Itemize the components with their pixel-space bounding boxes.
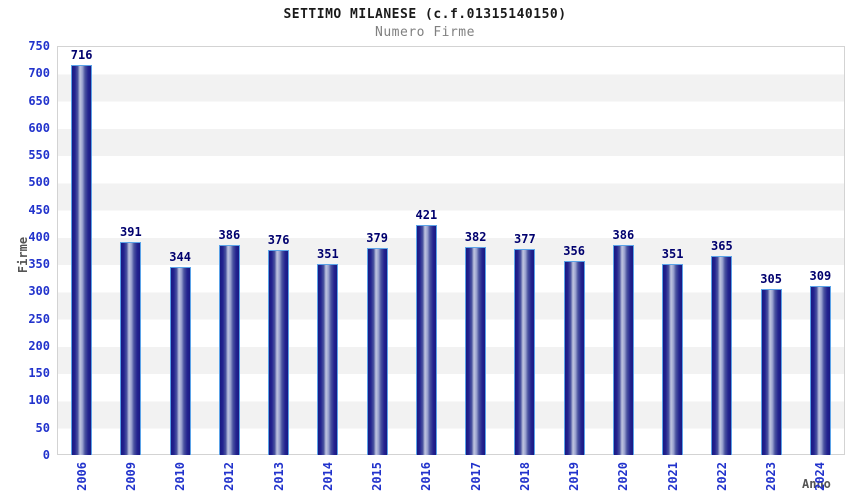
bar-value-label: 382 bbox=[464, 230, 487, 244]
bar bbox=[564, 261, 585, 455]
x-tick-label: 2006 bbox=[74, 462, 89, 491]
x-axis-title: Anno bbox=[802, 477, 831, 491]
bar-value-label: 391 bbox=[120, 225, 142, 239]
bar bbox=[120, 242, 141, 455]
bar-value-label: 386 bbox=[612, 228, 635, 242]
bar-value-label: 309 bbox=[809, 269, 832, 283]
y-tick-label: 700 bbox=[28, 66, 50, 81]
x-tick-label: 2022 bbox=[714, 462, 729, 491]
bar bbox=[416, 225, 437, 455]
bar bbox=[219, 245, 240, 455]
bar-value-label: 716 bbox=[70, 48, 93, 62]
bar bbox=[268, 250, 289, 455]
bar-value-label: 305 bbox=[760, 272, 782, 286]
bar-value-label: 356 bbox=[563, 244, 585, 258]
x-tick-label: 2009 bbox=[123, 462, 138, 491]
bar-value-label: 377 bbox=[514, 232, 536, 246]
y-tick-label: 350 bbox=[28, 257, 50, 272]
bar-value-label: 365 bbox=[711, 239, 733, 253]
bar-value-label: 386 bbox=[218, 228, 241, 242]
x-tick-label: 2017 bbox=[468, 462, 483, 491]
y-tick-label: 100 bbox=[28, 393, 50, 408]
bar-value-label: 376 bbox=[267, 233, 290, 247]
x-tick-label: 2016 bbox=[419, 462, 434, 491]
bar bbox=[613, 245, 634, 455]
x-tick-label: 2024 bbox=[813, 462, 828, 491]
y-tick-label: 250 bbox=[28, 311, 50, 326]
bar bbox=[761, 289, 782, 455]
bar-value-label: 344 bbox=[169, 250, 191, 264]
x-tick-label: 2018 bbox=[517, 462, 532, 491]
bar bbox=[514, 249, 535, 455]
y-tick-label: 50 bbox=[35, 420, 50, 435]
x-tick-label: 2012 bbox=[222, 462, 237, 491]
x-tick-label: 2020 bbox=[616, 462, 631, 491]
bar bbox=[367, 248, 388, 455]
y-tick-label: 400 bbox=[28, 229, 50, 244]
bar bbox=[317, 264, 338, 455]
bar-value-label: 351 bbox=[661, 247, 684, 261]
bar-value-label: 421 bbox=[415, 208, 438, 222]
x-tick-label: 2010 bbox=[173, 462, 188, 491]
y-tick-label: 500 bbox=[28, 175, 50, 190]
x-tick-label: 2019 bbox=[567, 462, 582, 491]
y-tick-label: 150 bbox=[28, 366, 50, 381]
bar bbox=[465, 247, 486, 455]
y-tick-label: 600 bbox=[28, 120, 50, 135]
y-tick-label: 550 bbox=[28, 148, 50, 163]
bar bbox=[71, 65, 92, 455]
x-tick-label: 2023 bbox=[764, 462, 779, 491]
bar bbox=[711, 256, 732, 455]
x-tick-label: 2014 bbox=[320, 462, 335, 491]
y-tick-label: 750 bbox=[28, 39, 50, 53]
bar bbox=[662, 264, 683, 455]
y-tick-label: 450 bbox=[28, 202, 50, 217]
x-tick-label: 2021 bbox=[665, 462, 680, 491]
y-tick-label: 300 bbox=[28, 284, 50, 299]
bar-value-label: 351 bbox=[317, 247, 339, 261]
bar bbox=[170, 267, 191, 455]
x-tick-label: 2015 bbox=[370, 462, 385, 491]
chart-title: SETTIMO MILANESE (c.f.01315140150) bbox=[283, 7, 567, 22]
y-tick-label: 200 bbox=[28, 338, 50, 353]
bar bbox=[810, 286, 831, 455]
bar-value-label: 379 bbox=[366, 231, 388, 245]
x-tick-label: 2013 bbox=[271, 462, 286, 491]
y-tick-label: 650 bbox=[28, 93, 50, 108]
chart-subtitle: Numero Firme bbox=[375, 25, 475, 40]
y-tick-label: 0 bbox=[42, 448, 50, 462]
